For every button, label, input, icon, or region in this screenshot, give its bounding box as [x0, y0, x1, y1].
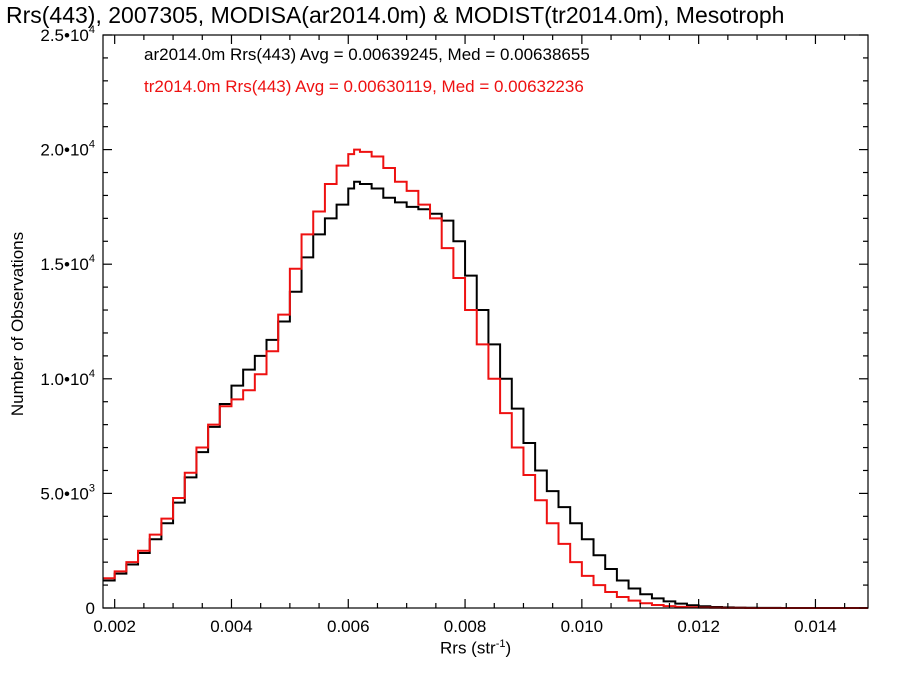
y-tick-label: 2.5•104	[40, 24, 95, 45]
x-axis-label-end: )	[505, 638, 512, 658]
y-tick-label: 2.0•104	[40, 139, 95, 160]
x-axis-label-superscript: -1	[495, 638, 506, 650]
x-tick-label: 0.014	[794, 617, 837, 636]
x-axis-label: Rrs (str-1)	[440, 638, 511, 659]
x-tick-label: 0.006	[327, 617, 370, 636]
legend-stat-tr2014: tr2014.0m Rrs(443) Avg = 0.00630119, Med…	[144, 77, 584, 96]
y-tick-label: 5.0•103	[40, 482, 95, 503]
x-tick-label: 0.004	[210, 617, 253, 636]
axis-ticks: 0.002 0.004 0.006 0.008 0.010 0.012 0.014 0 5.0•…	[40, 24, 868, 636]
chart-title: Rrs(443), 2007305, MODISA(ar2014.0m) & M…	[6, 2, 785, 28]
x-tick-label: 0.008	[444, 617, 487, 636]
y-tick-label: 1.5•104	[40, 253, 95, 274]
x-tick-label: 0.012	[677, 617, 720, 636]
x-tick-label: 0.002	[93, 617, 136, 636]
y-tick-label: 0	[86, 599, 95, 618]
plot-frame	[102, 34, 869, 609]
legend-stat-ar2014: ar2014.0m Rrs(443) Avg = 0.00639245, Med…	[144, 45, 590, 64]
series-curves	[103, 148, 868, 609]
x-tick-label: 0.010	[561, 617, 604, 636]
x-axis-label-main: Rrs (str	[440, 638, 496, 658]
y-axis-label: Number of Observations	[8, 231, 27, 417]
y-tick-label: 1.0•104	[40, 368, 95, 389]
series-line-ar2014.0m	[103, 180, 868, 609]
series-line-tr2014.0m	[103, 148, 868, 609]
